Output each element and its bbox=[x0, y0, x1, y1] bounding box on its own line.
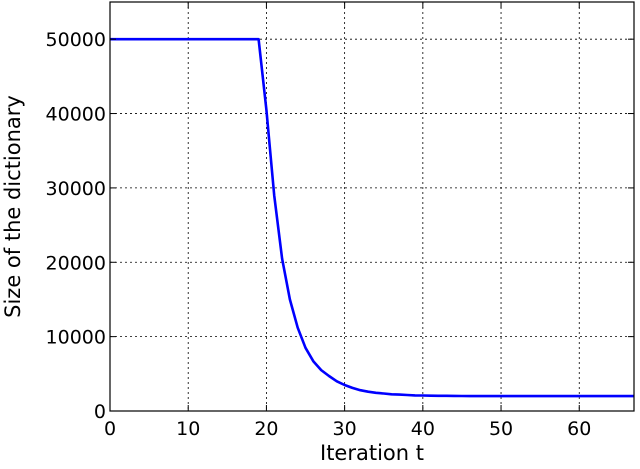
x-axis-label: Iteration t bbox=[320, 441, 424, 465]
axis-ticks: 0 10 20 30 40 50 60 0 10000 20000 30000 40000 50000 bbox=[46, 2, 634, 440]
x-tick-label: 50 bbox=[489, 418, 513, 440]
y-axis-label: Size of the dictionary bbox=[1, 95, 25, 318]
y-tick-label: 0 bbox=[94, 401, 106, 423]
series-line bbox=[110, 37, 634, 398]
y-tick-label: 50000 bbox=[46, 29, 106, 51]
x-tick-label: 10 bbox=[176, 418, 200, 440]
x-tick-label: 60 bbox=[567, 418, 591, 440]
y-tick-label: 10000 bbox=[46, 327, 106, 349]
y-tick-label: 40000 bbox=[46, 104, 106, 126]
x-tick-label: 0 bbox=[104, 418, 116, 440]
series-layer bbox=[110, 37, 634, 398]
plot-frame bbox=[109, 1, 635, 412]
y-tick-label: 30000 bbox=[46, 178, 106, 200]
grid bbox=[110, 2, 634, 411]
x-tick-label: 40 bbox=[411, 418, 435, 440]
y-tick-label: 20000 bbox=[46, 252, 106, 274]
x-tick-label: 30 bbox=[333, 418, 357, 440]
x-tick-label: 20 bbox=[254, 418, 278, 440]
